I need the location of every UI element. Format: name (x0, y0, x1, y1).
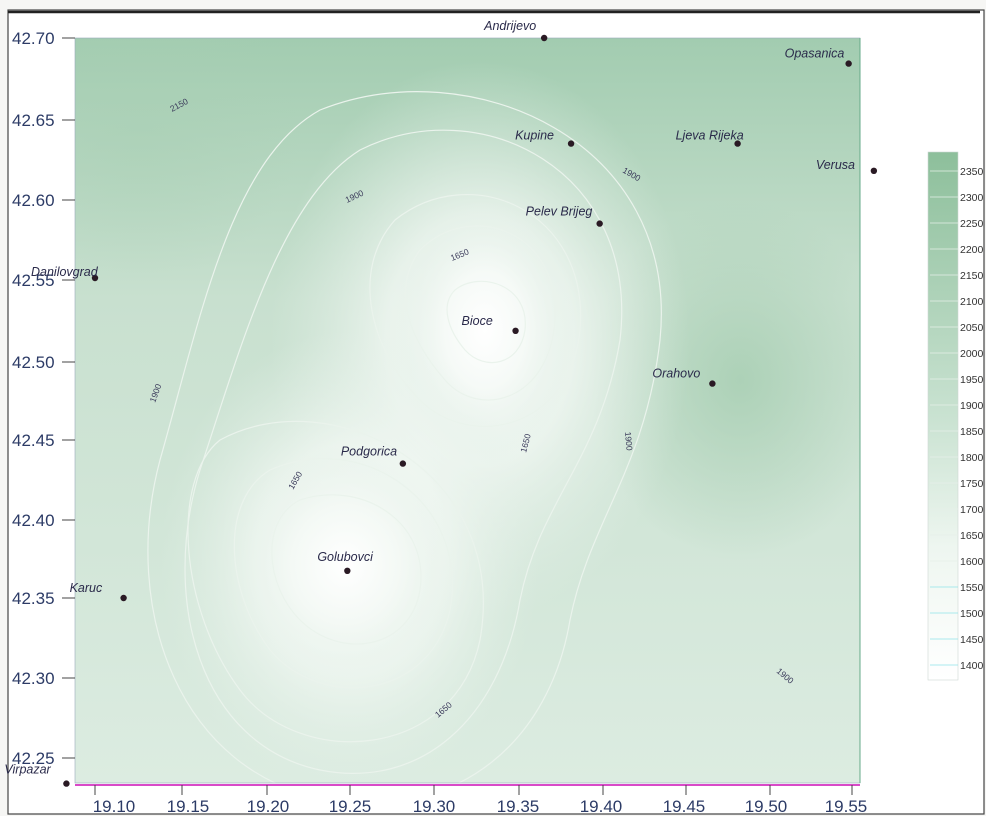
y-tick-label: 42.40 (12, 511, 55, 530)
legend-value: 1800 (960, 452, 984, 464)
x-axis: 19.10 19.15 19.20 19.25 19.30 19.35 19.4… (93, 785, 868, 816)
legend-value: 1550 (960, 582, 984, 594)
place-label: Virpazar (4, 763, 51, 777)
place-label: Andrijevo (483, 19, 536, 33)
legend-value: 1500 (960, 608, 984, 620)
legend-value: 1750 (960, 478, 984, 490)
place-marker (567, 140, 575, 147)
place-marker (734, 140, 741, 147)
contour-label-6: 1900 (623, 431, 635, 451)
x-tick-label: 19.35 (497, 797, 540, 816)
y-axis: 42.70 42.65 42.60 42.55 42.50 42.45 42.4… (12, 29, 75, 768)
place-marker (870, 167, 878, 174)
places-layer: Andrijevo Opasanica Kupine Ljeva Rijeka Veru… (4, 19, 878, 787)
y-tick-label: 42.60 (12, 191, 55, 210)
x-tick-label: 19.40 (580, 797, 623, 816)
contour-lines (147, 91, 662, 783)
y-tick-label: 42.65 (12, 111, 55, 130)
place-marker (344, 567, 351, 574)
legend-value: 1650 (960, 530, 984, 542)
y-tick-label: 42.55 (12, 271, 55, 290)
color-legend: 2350 2300 2250 2200 2150 2100 2050 2000 1950 1900… (927, 151, 984, 681)
low-zone-golubovci (235, 445, 455, 685)
legend-value: 2250 (960, 218, 984, 230)
place-label: Golubovci (317, 550, 374, 564)
place-marker (709, 380, 716, 387)
place-marker (91, 274, 99, 282)
legend-value: 1450 (960, 634, 984, 646)
place-marker (596, 220, 603, 227)
legend-value: 2300 (960, 192, 984, 204)
legend-value: 2100 (960, 296, 984, 308)
x-tick-label: 19.30 (413, 797, 456, 816)
x-tick-label: 19.20 (247, 797, 290, 816)
place-marker (845, 60, 852, 67)
place-marker (399, 460, 407, 467)
place-marker (120, 594, 127, 602)
x-tick-label: 19.10 (93, 797, 136, 816)
legend-value: 1900 (960, 400, 984, 412)
legend-value: 2050 (960, 322, 984, 334)
legend-color-bar (927, 151, 959, 681)
plot-area: 2150 1900 1900 1650 1900 1650 1900 1650 … (75, 38, 860, 783)
place-label: Verusa (816, 158, 855, 172)
x-tick-label: 19.55 (825, 797, 868, 816)
place-label: Bioce (462, 314, 493, 328)
place-label: Kupine (515, 129, 554, 143)
y-tick-label: 42.50 (12, 353, 55, 372)
legend-value: 1600 (960, 556, 984, 568)
legend-value: 2200 (960, 244, 984, 256)
legend-value: 2000 (960, 348, 984, 360)
place-label: Danilovgrad (31, 265, 99, 279)
legend-value: 2350 (960, 166, 984, 178)
high-zone-northwest (75, 38, 300, 280)
x-tick-label: 19.50 (745, 797, 788, 816)
x-tick-label: 19.45 (663, 797, 706, 816)
place-label: Karuc (70, 581, 103, 595)
y-tick-label: 42.35 (12, 589, 55, 608)
legend-value: 2150 (960, 270, 984, 282)
legend-labels: 2350 2300 2250 2200 2150 2100 2050 2000 1950 1900… (930, 166, 984, 672)
place-label: Opasanica (785, 47, 845, 61)
y-tick-label: 42.30 (12, 669, 55, 688)
legend-value: 1850 (960, 426, 984, 438)
place-marker (512, 327, 519, 334)
place-label: Pelev Brijeg (526, 205, 593, 219)
place-label: Podgorica (341, 445, 397, 459)
place-label: Orahovo (652, 367, 700, 381)
y-tick-label: 42.70 (12, 29, 55, 48)
place-label: Ljeva Rijeka (676, 129, 744, 143)
legend-value: 1400 (960, 660, 984, 672)
legend-value: 1700 (960, 504, 984, 516)
place-marker (540, 34, 548, 42)
y-tick-label: 42.25 (12, 749, 55, 768)
x-tick-label: 19.15 (167, 797, 210, 816)
legend-value: 1950 (960, 374, 984, 386)
x-tick-label: 19.25 (329, 797, 372, 816)
place-marker (63, 780, 70, 787)
y-tick-label: 42.45 (12, 431, 55, 450)
contour-label-5: 1650 (518, 432, 533, 453)
